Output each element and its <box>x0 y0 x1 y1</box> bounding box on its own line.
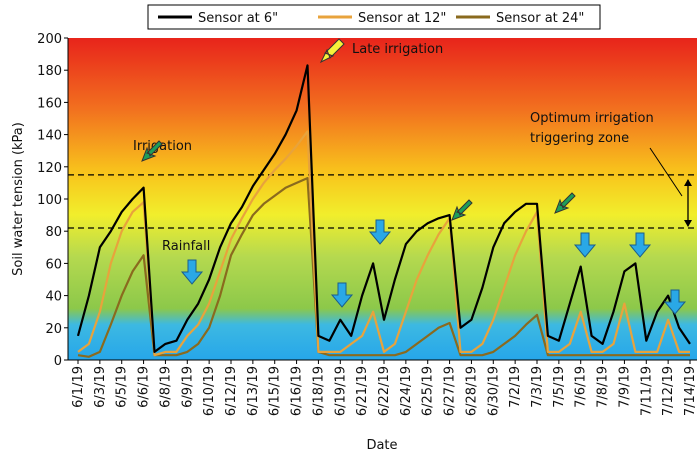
x-tick-label: 6/19/19 <box>333 366 348 416</box>
x-tick-label: 6/10/19 <box>202 366 217 416</box>
x-tick-label: 6/9/19 <box>180 366 195 408</box>
arrow <box>451 199 473 221</box>
legend-label: Sensor at 12" <box>358 11 446 26</box>
x-tick-label: 7/12/19 <box>661 366 676 416</box>
arrow <box>319 38 345 64</box>
annotation: Optimum irrigation <box>530 111 654 126</box>
x-tick-label: 6/5/19 <box>115 366 130 408</box>
annotation: Rainfall <box>162 239 210 254</box>
x-tick-label: 6/28/19 <box>464 366 479 416</box>
x-tick-label: 7/3/19 <box>530 366 545 408</box>
y-tick-label: 40 <box>45 290 62 305</box>
plot-marks: 0 20 40 60 80 100 120 140 160 180 200 6/1/19 6/3/19 6… <box>37 32 698 416</box>
annotation: Irrigation <box>133 139 192 154</box>
legend-label: Sensor at 24" <box>496 11 584 26</box>
y-tick-label: 100 <box>37 193 62 208</box>
x-tick-label: 7/5/19 <box>552 366 567 408</box>
zone-pointer <box>649 147 683 197</box>
y-tick-label: 60 <box>45 257 62 272</box>
legend-label: Sensor at 6" <box>198 11 278 26</box>
arrow <box>141 140 163 162</box>
x-tick-label: 6/27/19 <box>443 366 458 416</box>
x-tick-label: 6/24/19 <box>399 366 414 416</box>
rain-arrows <box>180 219 687 315</box>
series-line <box>77 177 690 358</box>
y-tick-label: 0 <box>54 354 62 369</box>
annotations: Irrigation Rainfall Late irrigation Opti… <box>133 38 692 315</box>
x-tick-label: 7/9/19 <box>617 366 632 408</box>
y-tick-label: 20 <box>45 322 62 337</box>
x-axis-title: Date <box>366 438 397 453</box>
series-line <box>77 130 690 357</box>
legend: Sensor at 6" Sensor at 12" Sensor at 24" <box>147 4 601 30</box>
y-tick-label: 180 <box>37 64 62 79</box>
x-tick-label: 7/6/19 <box>574 366 589 408</box>
x-tick-label: 7/8/19 <box>596 366 611 408</box>
x-tick-label: 6/25/19 <box>421 366 436 416</box>
x-tick-label: 6/15/19 <box>268 366 283 416</box>
x-tick-label: 6/3/19 <box>93 366 108 408</box>
arrow <box>554 192 576 214</box>
x-tick-label: 6/22/19 <box>377 366 392 416</box>
x-tick-label: 6/1/19 <box>71 366 86 408</box>
x-tick-label: 6/13/19 <box>246 366 261 416</box>
annotation: Late irrigation <box>352 42 443 57</box>
y-tick-label: 120 <box>37 161 62 176</box>
x-tick-label: 7/2/19 <box>508 366 523 408</box>
legend-box <box>147 4 601 30</box>
annotation: triggering zone <box>530 131 629 146</box>
x-tick-label: 6/12/19 <box>224 366 239 416</box>
x-tick-label: 6/6/19 <box>137 366 152 408</box>
y-tick-label: 140 <box>37 129 62 144</box>
x-tick-label: 6/8/19 <box>158 366 173 408</box>
series-line <box>76 64 691 353</box>
x-tick-label: 6/18/19 <box>311 366 326 416</box>
y-tick-label: 200 <box>37 32 62 47</box>
x-tick-label: 7/11/19 <box>639 366 654 416</box>
x-tick-label: 6/30/19 <box>486 366 501 416</box>
x-tick-label: 7/14/19 <box>683 366 698 416</box>
y-tick-label: 80 <box>45 225 62 240</box>
y-tick-label: 160 <box>37 96 62 111</box>
x-tick-label: 6/21/19 <box>355 366 370 416</box>
x-tick-label: 6/16/19 <box>290 366 305 416</box>
y-axis-title: Soil water tension (kPa) <box>11 122 26 276</box>
